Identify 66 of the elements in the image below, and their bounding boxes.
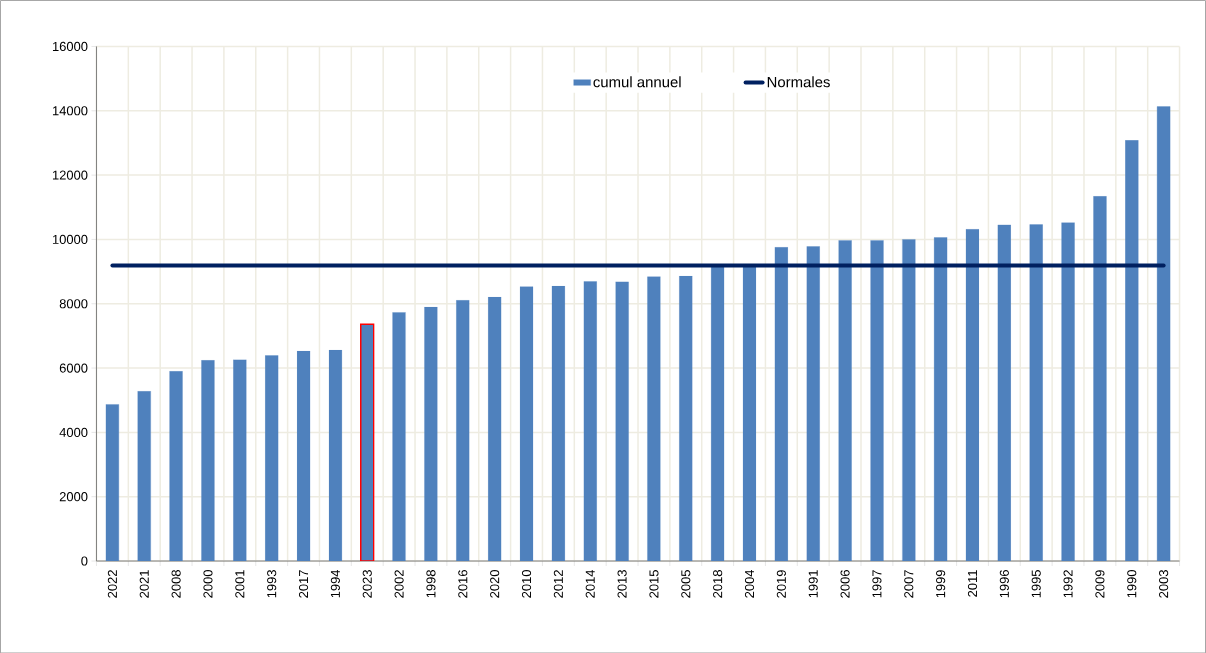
x-tick-label: 2023 [362, 569, 372, 598]
x-tick-label: 1999 [936, 569, 946, 598]
bar [838, 240, 852, 561]
x-tick-label: 2021 [139, 569, 149, 598]
x-tick-label: 1996 [999, 569, 1009, 598]
bar [806, 246, 820, 561]
y-tick-label: 6000 [59, 363, 88, 373]
x-tick-label: 1992 [1063, 569, 1073, 598]
bar [456, 299, 470, 561]
x-tick-label: 2022 [107, 569, 117, 598]
x-tick-label: 2012 [553, 569, 563, 598]
x-tick-label: 2015 [649, 569, 659, 598]
x-tick-label: 2014 [585, 569, 595, 598]
bar [870, 240, 884, 561]
x-tick-label: 2017 [298, 569, 309, 598]
y-tick-label: 16000 [52, 41, 88, 51]
x-tick-label: 1993 [267, 569, 277, 598]
bar [1125, 139, 1139, 561]
x-tick-label: 2019 [776, 569, 786, 598]
bar [551, 285, 566, 561]
x-tick-label: 2009 [1095, 569, 1105, 598]
x-tick-label: 1995 [1031, 569, 1041, 598]
bar [201, 359, 215, 561]
legend-label: cumul annuel [593, 76, 681, 88]
bar [424, 306, 438, 561]
bar [583, 281, 597, 561]
y-tick-label: 0 [81, 556, 88, 566]
bar [265, 355, 279, 561]
y-tick-label: 14000 [52, 105, 88, 116]
x-tick-label: 2006 [840, 569, 850, 598]
x-tick-label: 2003 [1159, 569, 1169, 598]
x-tick-label: 1998 [426, 569, 436, 598]
bar [774, 246, 789, 561]
bar [711, 264, 725, 561]
y-tick-label: 12000 [52, 170, 88, 180]
x-tick-label: 2010 [521, 569, 532, 598]
x-tick-label: 2020 [490, 569, 500, 598]
bar [488, 296, 502, 561]
x-tick-label: 2016 [458, 569, 468, 598]
bar [965, 228, 980, 561]
x-tick-label: 2018 [713, 569, 723, 598]
bar [296, 350, 311, 561]
bar [328, 349, 343, 561]
x-tick-label: 2002 [394, 569, 404, 598]
legend-label: Normales [767, 76, 830, 88]
x-tick-label: 2000 [203, 569, 213, 598]
x-tick-label: 1997 [872, 569, 882, 598]
x-tick-label: 2004 [744, 569, 755, 598]
x-tick-label: 2013 [617, 569, 627, 598]
x-tick-label: 1990 [1127, 569, 1137, 598]
x-tick-label: 1991 [808, 569, 818, 598]
x-tick-label: 1994 [330, 569, 340, 598]
bar [1029, 224, 1043, 561]
x-tick-label: 2008 [171, 569, 181, 598]
y-tick-label: 2000 [59, 491, 88, 502]
x-tick-label: 2007 [904, 569, 914, 598]
y-tick-label: 4000 [59, 427, 88, 437]
y-tick-label: 8000 [59, 298, 88, 309]
x-tick-label: 2001 [235, 569, 245, 598]
bar [1093, 195, 1107, 561]
bar [1061, 222, 1075, 561]
x-tick-label: 2011 [967, 569, 978, 597]
bar [169, 370, 183, 561]
y-tick-label: 10000 [52, 234, 88, 244]
bar [519, 286, 534, 561]
x-tick-label: 2005 [681, 569, 691, 598]
